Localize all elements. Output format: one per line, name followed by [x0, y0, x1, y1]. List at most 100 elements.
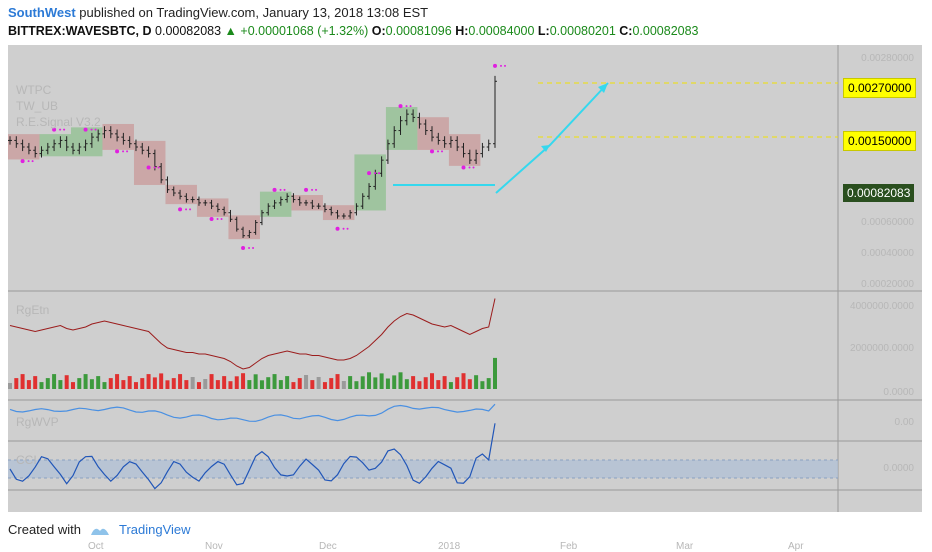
signal-dot: [468, 166, 471, 169]
target-price-tag-2: 0.00150000: [843, 131, 917, 151]
volume-bar: [127, 376, 132, 389]
volume-bar: [493, 357, 497, 389]
volume-bar: [272, 374, 277, 389]
projection-arrow: [495, 82, 609, 194]
volume-bar: [297, 378, 302, 389]
signal-dot: [342, 227, 345, 230]
volume-bar: [83, 374, 88, 389]
high-value: 0.00084000: [468, 24, 535, 38]
chart-svg[interactable]: [8, 45, 922, 512]
volume-bar: [33, 376, 38, 389]
month-label: Nov: [205, 541, 223, 552]
volume-bar: [146, 374, 151, 389]
symbol-label: BITTREX:WAVESBTC, D: [8, 24, 152, 38]
signal-dot: [315, 188, 318, 191]
open-label: O:: [371, 24, 386, 38]
publish-line: SouthWest published on TradingView.com, …: [8, 5, 428, 20]
target-price-tag-1: 0.00270000: [843, 78, 917, 98]
volume-bar: [115, 374, 120, 389]
rgwvp-pane-label: RgWVP: [16, 415, 59, 429]
rgwvp-line: [9, 403, 496, 422]
signal-dot: [430, 149, 435, 154]
signal-dot: [241, 246, 246, 251]
month-label: Mar: [676, 541, 694, 552]
arrow-head-2: [598, 83, 608, 93]
rgwvp-axis-label: 0.00: [894, 417, 914, 428]
volume-bar: [133, 382, 138, 389]
signal-dot: [472, 166, 475, 169]
month-label: Oct: [88, 541, 104, 552]
cci-band: [8, 460, 838, 478]
volume-pane-label: RgEtn: [16, 303, 50, 317]
price-axis-label: 0.00060000: [861, 217, 914, 228]
volume-bar: [423, 377, 428, 389]
volume-bar: [266, 377, 271, 389]
volume-bar: [203, 379, 208, 389]
signal-dot: [216, 218, 219, 221]
signal-dot: [405, 105, 408, 108]
volume-bar: [448, 382, 453, 389]
volume-axis-label: 2000000.0000: [850, 343, 914, 354]
signal-dot: [279, 188, 282, 191]
author-link[interactable]: SouthWest: [8, 5, 76, 20]
tradingview-link[interactable]: TradingView: [118, 522, 191, 537]
volume-bar: [430, 373, 435, 389]
volume-bar: [486, 378, 491, 389]
cci-pane-label: CCI: [16, 453, 37, 467]
volume-bar: [304, 375, 309, 389]
tradingview-logo-icon[interactable]: [89, 523, 111, 537]
volume-bar: [159, 373, 164, 389]
cci-line: [9, 423, 496, 490]
volume-bar: [228, 381, 233, 389]
signal-dot: [311, 188, 314, 191]
volume-axis-label: 4000000.0000: [850, 301, 914, 312]
signal-dot: [146, 165, 151, 170]
month-label: Apr: [788, 541, 804, 552]
chart-area[interactable]: WTPC TW_UB R.E.Signal V3.2 RgEtn RgWVP C…: [8, 45, 922, 552]
volume-bar: [322, 382, 327, 389]
volume-bar: [241, 373, 246, 389]
signal-dot: [304, 187, 309, 192]
volume-bar: [398, 372, 403, 389]
price-axis-label: 0.00040000: [861, 248, 914, 259]
volume-bar: [480, 381, 485, 389]
volume-bar: [96, 376, 101, 389]
signal-dot: [90, 128, 93, 131]
volume-bar: [442, 376, 447, 389]
signal-dot: [437, 150, 440, 153]
volume-bar: [102, 382, 107, 389]
volume-bar: [474, 375, 479, 389]
low-value: 0.00080201: [549, 24, 616, 38]
volume-bar: [20, 374, 25, 389]
volume-trend-line: [9, 298, 496, 370]
volume-bar: [455, 377, 460, 389]
volume-bar: [329, 378, 334, 389]
signal-dot: [461, 165, 466, 170]
signal-dot: [59, 128, 62, 131]
signal-box: [354, 154, 386, 211]
volume-bar: [354, 381, 359, 389]
arrow-head-1: [541, 145, 550, 152]
signal-dot: [94, 128, 97, 131]
volume-bar: [461, 373, 466, 389]
created-with-text: Created with: [8, 522, 81, 537]
volume-bar: [392, 375, 397, 389]
volume-bar: [58, 380, 63, 389]
signal-dot: [346, 227, 349, 230]
current-price-tag: 0.00082083: [843, 184, 915, 202]
signal-box: [417, 117, 449, 150]
signal-dot: [409, 105, 412, 108]
volume-bar: [411, 376, 416, 389]
signal-dot: [126, 150, 129, 153]
high-label: H:: [455, 24, 469, 38]
signal-box: [70, 127, 103, 157]
signal-dot: [178, 207, 183, 212]
volume-bar: [140, 378, 145, 389]
last-price: 0.00082083: [155, 24, 222, 38]
volume-bar: [247, 380, 252, 389]
volume-bar: [385, 378, 390, 389]
volume-axis-label: 0.0000: [883, 387, 914, 398]
volume-bar: [285, 376, 290, 389]
volume-bar: [234, 376, 239, 389]
signal-dot: [153, 166, 156, 169]
